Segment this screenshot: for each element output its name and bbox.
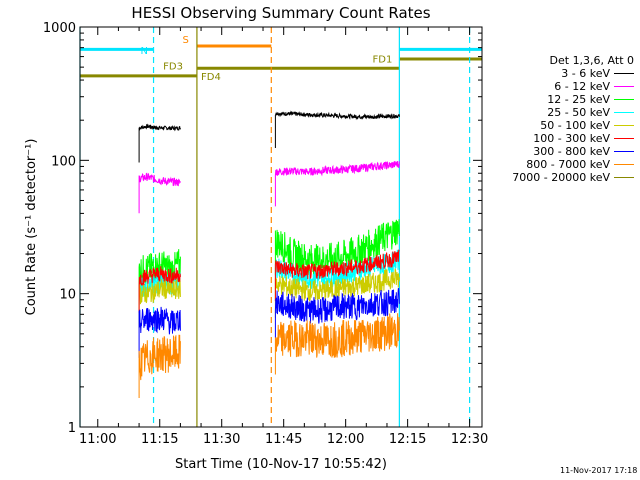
observing-bars (80, 44, 482, 78)
legend-swatch (614, 164, 634, 165)
legend-swatch (614, 99, 634, 100)
series-line-4-0 (138, 278, 181, 329)
annotation-fd4: FD4 (201, 72, 221, 83)
legend-label: 6 - 12 keV (554, 80, 610, 93)
series-line-6-0 (138, 306, 181, 358)
legend-item: 25 - 50 keV (482, 106, 634, 119)
annotation-s: S (182, 35, 188, 46)
legend-title: Det 1,3,6, Att 0 (549, 54, 634, 67)
series-line-5-0 (138, 266, 181, 314)
series-line-5-1 (274, 249, 400, 302)
annotation-fd1: FD1 (373, 55, 393, 66)
series-lines (138, 110, 400, 398)
annotation-fd3: FD3 (163, 62, 183, 73)
legend-label: 25 - 50 keV (547, 106, 610, 119)
legend-item: 100 - 300 keV (482, 132, 634, 145)
x-tick-label: 11:45 (265, 432, 302, 447)
legend-label: 100 - 300 keV (533, 132, 610, 145)
y-axis-label: Count Rate (s⁻¹ detector⁻¹) (24, 139, 39, 316)
y-tick-label: 10 (59, 288, 76, 303)
legend-label: 800 - 7000 keV (526, 158, 610, 171)
legend-item: 300 - 800 keV (482, 145, 634, 158)
timestamp-stamp: 11-Nov-2017 17:18 (560, 466, 638, 475)
axes: 11:00 11:15 11:30 11:45 12:00 12:15 12:30 1 10 10… (43, 21, 488, 447)
series-line-1-1 (274, 160, 400, 207)
legend: Det 1,3,6, Att 0 3 - 6 keV 6 - 12 keV 12 -… (482, 54, 634, 184)
y-tick-label: 1 (68, 421, 76, 436)
legend-item: 50 - 100 keV (482, 119, 634, 132)
plot-frame (79, 26, 483, 428)
chart-title: HESSI Observing Summary Count Rates (131, 4, 430, 22)
legend-swatch (614, 138, 634, 139)
y-tick-label: 1000 (43, 21, 76, 36)
legend-swatch (614, 125, 634, 126)
legend-item: 6 - 12 keV (482, 80, 634, 93)
series-line-6-1 (274, 287, 400, 338)
series-line-0-1 (274, 110, 400, 148)
legend-item: 12 - 25 keV (482, 93, 634, 106)
legend-swatch (614, 112, 634, 113)
legend-label: 300 - 800 keV (533, 145, 610, 158)
legend-swatch (614, 151, 634, 152)
series-line-1-0 (138, 172, 181, 214)
x-tick-label: 11:30 (203, 432, 240, 447)
series-line-3-1 (274, 249, 400, 302)
legend-label: 12 - 25 keV (547, 93, 610, 106)
legend-swatch (614, 86, 634, 87)
event-markers (79, 27, 471, 427)
x-tick-label: 12:15 (389, 432, 426, 447)
x-tick-label: 12:30 (451, 432, 488, 447)
series-line-7-1 (274, 313, 400, 375)
series-line-0-0 (138, 123, 181, 163)
legend-label: 50 - 100 keV (540, 119, 610, 132)
legend-item: 800 - 7000 keV (482, 158, 634, 171)
legend-label: 7000 - 20000 keV (512, 171, 610, 184)
legend-item: 3 - 6 keV (482, 67, 634, 80)
legend-swatch (614, 73, 634, 74)
series-line-4-1 (274, 268, 400, 318)
legend-item: 7000 - 20000 keV (482, 171, 634, 184)
legend-swatch (614, 177, 634, 178)
legend-label: 3 - 6 keV (561, 67, 610, 80)
x-tick-label: 12:00 (327, 432, 364, 447)
series-line-7-0 (138, 334, 181, 398)
y-tick-label: 100 (51, 154, 76, 169)
x-axis-label: Start Time (10-Nov-17 10:55:42) (175, 457, 387, 472)
annotation-n: N (140, 46, 147, 57)
x-tick-label: 11:00 (79, 432, 116, 447)
x-tick-label: 11:15 (141, 432, 178, 447)
annotation-labels: N S FD3 FD4 FD1 (140, 35, 392, 83)
